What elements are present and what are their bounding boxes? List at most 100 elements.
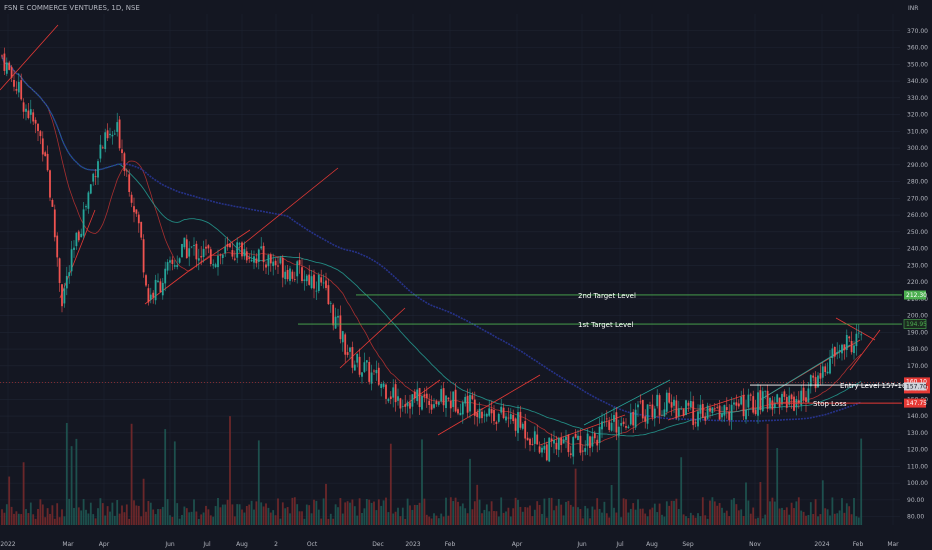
candle-body [721,413,723,418]
candle-body [761,391,764,412]
volume-bar [75,438,78,525]
volume-bar [363,508,366,525]
volume-bar [361,512,363,525]
y-tick-label: 90.00 [907,497,924,504]
candle-body [596,439,599,446]
candle-body [541,447,543,453]
candle-body [850,340,853,353]
x-tick-label: Nov [749,541,761,548]
volume-bar [819,514,822,525]
candle-body [454,389,457,412]
candle-body [817,375,819,388]
y-tick-label: 80.00 [907,514,924,521]
volume-bar [423,498,426,525]
candle-body [5,62,8,74]
candle-body [689,400,692,408]
candle-body [483,414,486,416]
candle-body [776,394,779,403]
candle-body [709,407,711,412]
volume-bar [524,507,527,525]
volume-bar [315,500,318,525]
candle-body [161,282,164,296]
volume-bar [49,513,51,525]
volume-bar [593,509,596,525]
target1-label: 1st Target Level [578,321,633,329]
candle-body [548,437,551,462]
y-tick-label: 290.00 [907,162,928,169]
volume-bar [281,502,284,525]
volume-bar [178,518,181,525]
volume-bar [140,516,143,525]
volume-bar [332,518,335,525]
candle-body [140,221,143,238]
candle-body [567,434,570,453]
candle-body [253,256,255,263]
candle-body [332,304,335,326]
volume-bar [466,513,469,525]
candle-body [512,414,515,422]
candle-body [613,415,615,422]
volume-bar [658,503,661,525]
candle-body [111,134,114,137]
volume-bar [860,438,863,525]
candle-body [495,422,498,424]
candle-body [365,360,368,363]
volume-bar [733,498,735,525]
trendline [235,167,339,251]
candle-body [785,396,788,408]
candle-body [646,404,649,424]
volume-bar [572,506,575,525]
volume-bar [77,507,80,525]
candle-body [392,387,395,398]
volume-bar [682,514,685,525]
candle-body [221,254,224,259]
candle-body [545,444,548,461]
candle-body [481,411,483,419]
volume-bar [380,505,383,525]
volume-bar [409,505,411,525]
candle-body [313,274,315,289]
volume-bar [442,516,445,525]
candle-body [574,433,577,438]
candle-body [34,119,37,124]
candle-body [339,315,342,340]
candle-body [478,408,481,419]
candle-body [637,404,639,408]
volume-bar [253,509,255,525]
volume-bar [13,513,15,525]
volume-bar [231,504,234,525]
x-tick-label: Aug [646,541,658,548]
candle-body [411,394,414,407]
volume-bar [488,511,491,525]
candle-body [137,214,140,224]
y-tick-label: 260.00 [907,212,928,219]
entry-label: Entry Level 157-160 [840,382,911,390]
volume-bar [680,457,683,525]
candle-body [661,414,663,416]
volume-bar [749,513,752,525]
volume-bar [15,511,18,525]
candle-body [713,408,716,410]
volume-bar [685,516,687,525]
volume-bar [752,507,755,525]
candle-body [497,413,500,422]
candle-body [164,268,167,284]
volume-bar [202,512,205,525]
volume-bar [445,497,447,525]
trendline [0,24,59,91]
volume-bar [425,514,428,525]
candle-body [841,344,843,354]
volume-bar [397,507,399,525]
candle-body [459,412,462,416]
volume-bar [447,515,450,525]
candle-body [673,399,675,406]
candle-body [166,262,169,271]
candle-body [361,372,363,377]
candle-body [401,406,404,408]
volume-bar [824,508,827,525]
volume-bar [812,514,815,525]
candle-body [44,152,47,157]
candle-body [205,246,207,249]
candle-body [550,438,553,442]
